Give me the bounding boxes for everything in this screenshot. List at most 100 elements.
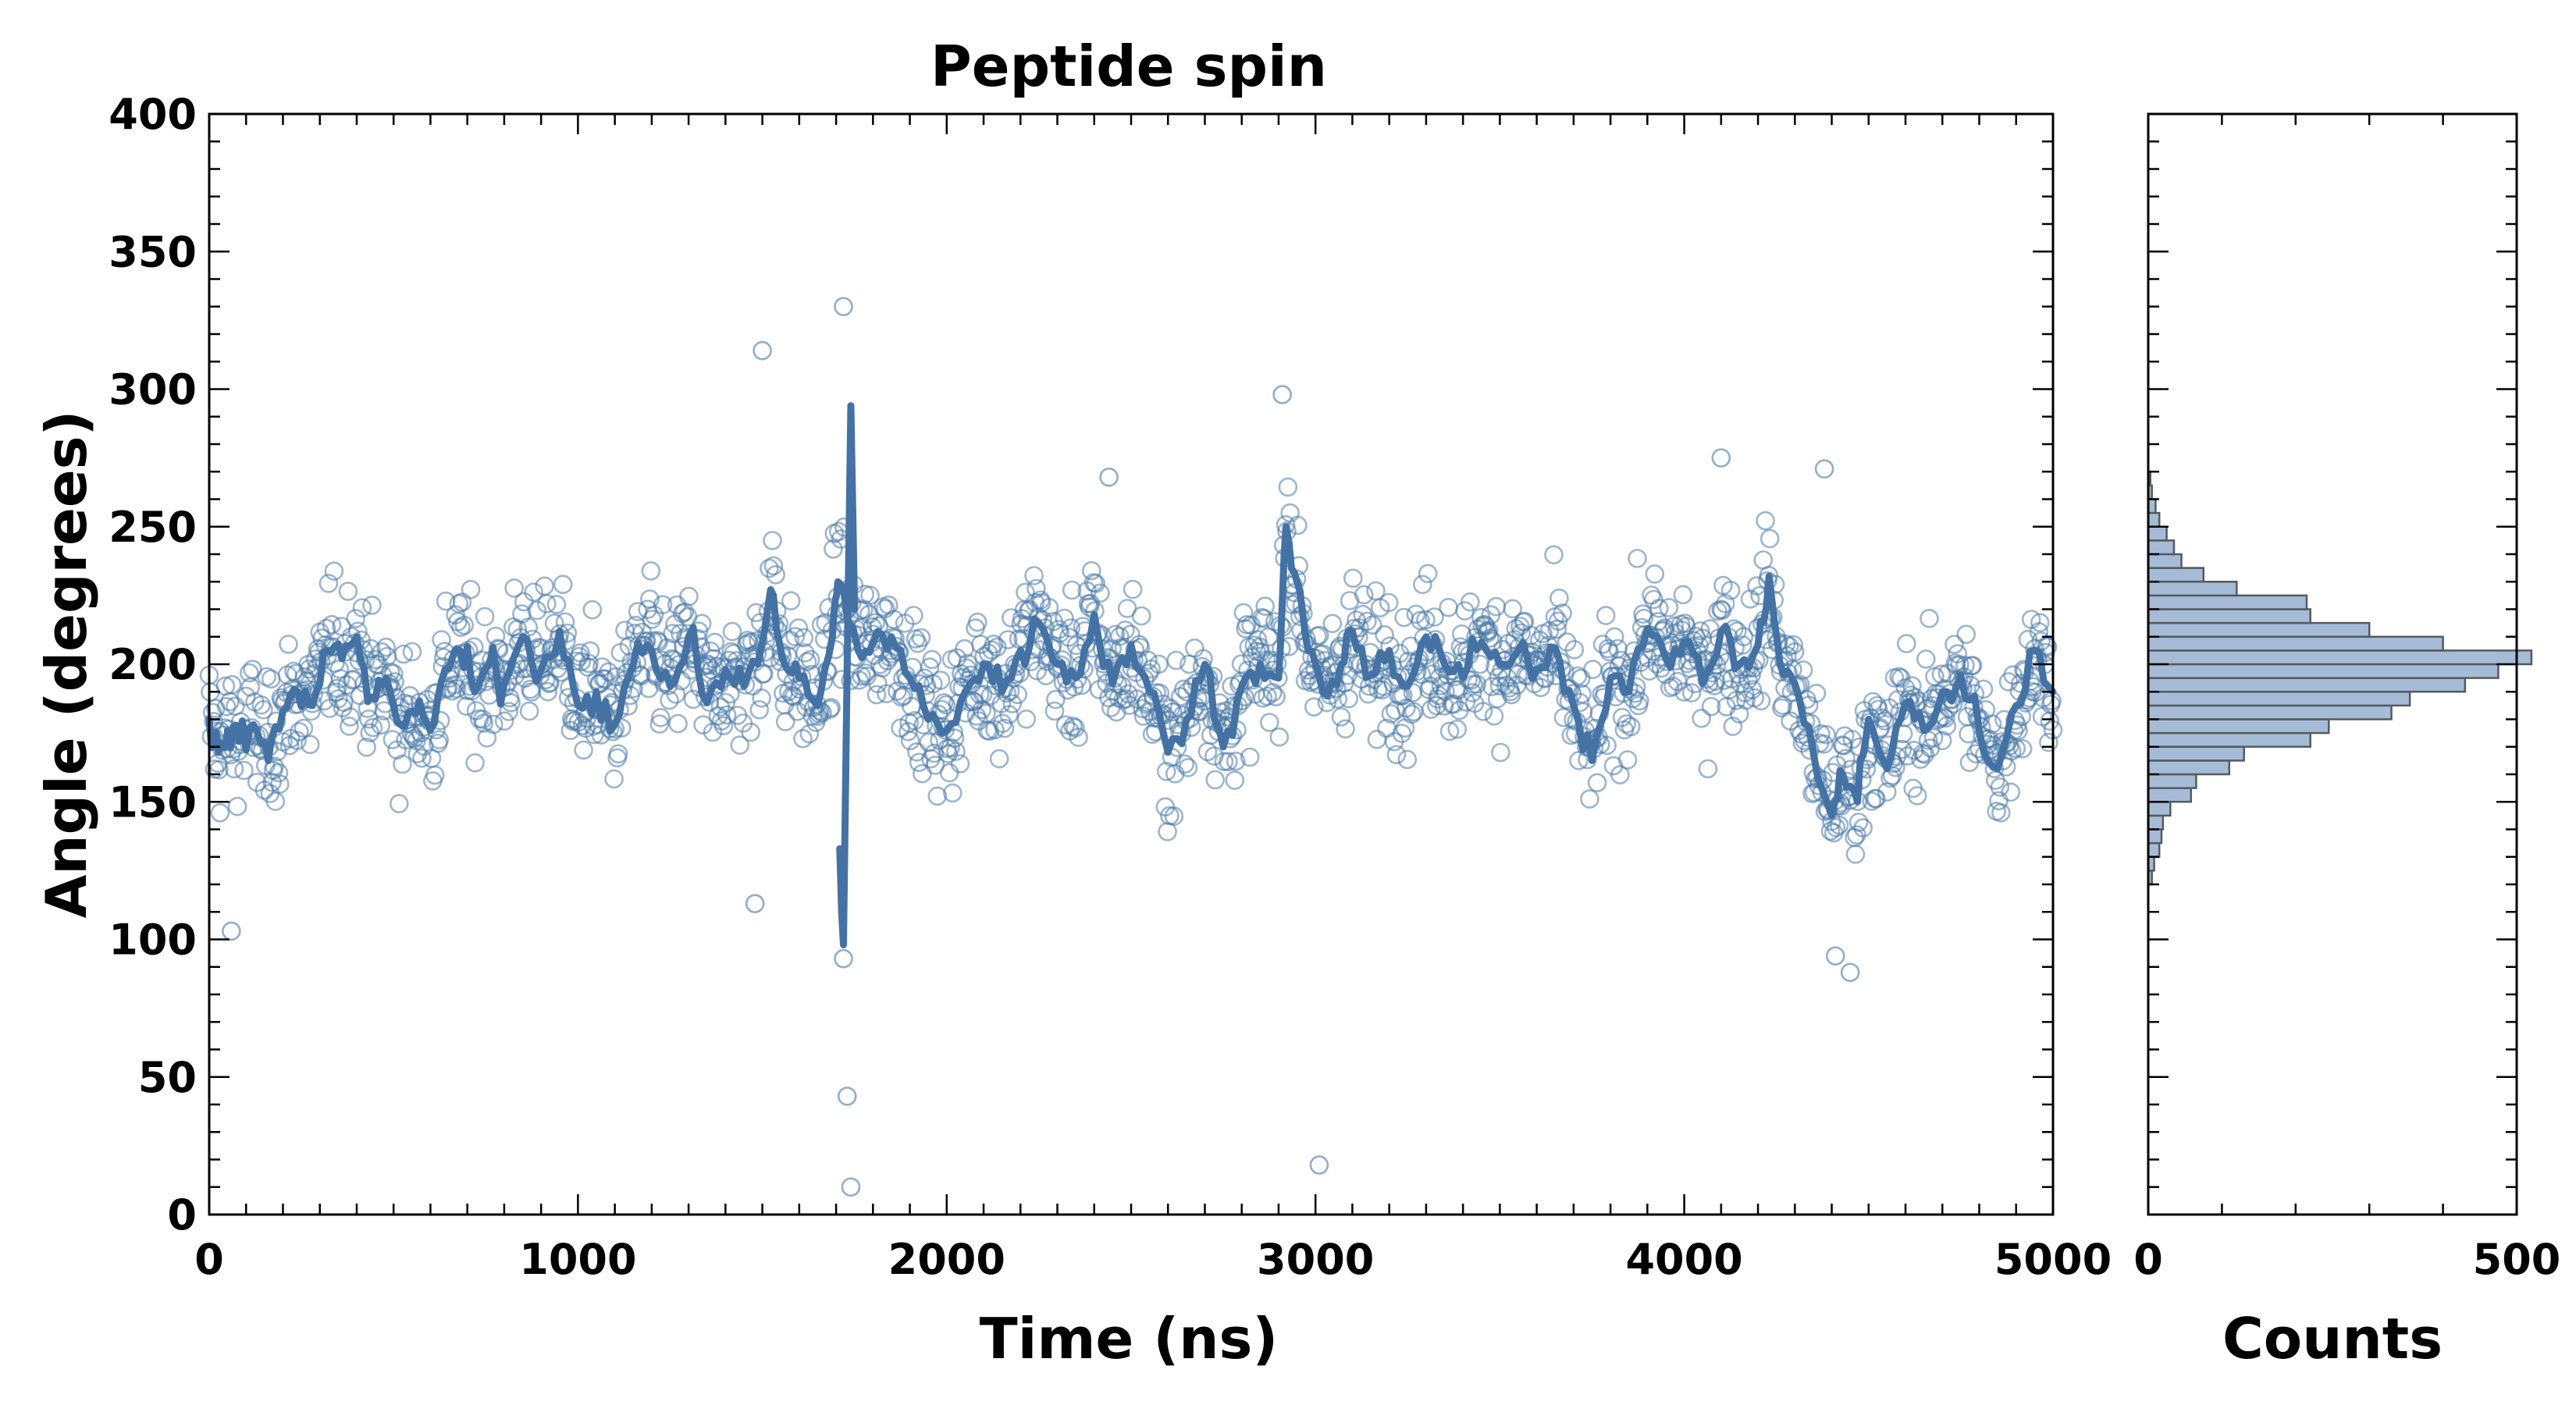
scatter-point [679, 586, 699, 606]
scatter-point [1163, 702, 1183, 722]
histogram-bar [2147, 594, 2308, 610]
scatter-point [1991, 803, 2011, 823]
scatter-point [1990, 777, 2010, 797]
scatter-point [1240, 747, 1260, 767]
scatter-point [1982, 714, 2002, 734]
scatter-point [1659, 598, 1679, 617]
scatter-point [930, 670, 951, 690]
scatter-point [730, 735, 750, 755]
histogram-bar [2147, 759, 2231, 776]
scatter-point [837, 1087, 857, 1106]
scatter-point [1720, 580, 1741, 600]
scatter-point [371, 715, 391, 735]
scatter-point [474, 713, 494, 733]
scatter-point [1848, 813, 1869, 832]
scatter-point [692, 614, 712, 634]
scatter-point [660, 690, 679, 710]
histogram-x-tick-label: 500 [2473, 1235, 2561, 1284]
scatter-point [1923, 727, 1944, 748]
scatter-point [1046, 689, 1066, 710]
scatter-point [240, 663, 259, 683]
y-tick-label: 250 [109, 503, 197, 552]
scatter-point [753, 340, 772, 361]
scatter-point [338, 582, 358, 601]
y-tick-labels: 0 50 100 150 200 250 300 350 400 [109, 90, 197, 1240]
main-plot: 0 1000 2000 3000 4000 5000 0 50 100 150 200 250 300… [109, 90, 2112, 1284]
scatter-point [1866, 788, 1886, 809]
scatter-point [1845, 845, 1866, 864]
scatter-point [1394, 607, 1414, 628]
scatter-point [973, 685, 993, 704]
histogram-bar [2147, 567, 2205, 583]
running-average-line [205, 523, 2057, 820]
scatter-point [1439, 597, 1458, 617]
scatter-point [705, 632, 725, 653]
scatter-point [553, 574, 573, 595]
scatter-point [1039, 597, 1059, 617]
scatter-point [989, 749, 1009, 769]
scatter-point [641, 561, 661, 581]
scatter-point [1596, 606, 1616, 625]
scatter-point [999, 705, 1019, 724]
scatter-point [797, 652, 817, 672]
scatter-point [934, 692, 954, 713]
scatter-point [936, 695, 956, 715]
scatter-point [1496, 675, 1516, 695]
scatter-point [785, 627, 806, 646]
scatter-point [1161, 699, 1180, 718]
scatter-point [1907, 786, 1927, 806]
scatter-point [1225, 770, 1245, 790]
scatter-point [329, 688, 348, 709]
scatter-point [265, 791, 286, 811]
scatter-point [504, 578, 525, 598]
histogram-bar [2147, 718, 2330, 735]
scatter-point [2039, 732, 2058, 752]
scatter-point [447, 679, 467, 699]
scatter-point [1397, 749, 1418, 770]
scatter-point [1931, 664, 1952, 685]
scatter-point [254, 699, 273, 720]
scatter-point [1491, 742, 1510, 763]
scatter-point [900, 731, 920, 751]
scatter-point [1255, 596, 1275, 617]
scatter-point [615, 621, 635, 640]
scatter-point [693, 715, 713, 735]
scatter-point [1461, 592, 1480, 612]
scatter-point [800, 649, 820, 670]
scatter-point [799, 724, 820, 744]
scatter-point [1610, 765, 1630, 785]
scatter-point [579, 653, 599, 674]
histogram-bar [2147, 828, 2163, 845]
scatter-point [519, 701, 539, 721]
scatter-point [716, 692, 736, 713]
scatter-point [290, 721, 309, 742]
scatter-point [1544, 545, 1564, 565]
x-tick-label: 5000 [1994, 1235, 2112, 1284]
scatter-point [779, 681, 799, 702]
histogram-bar [2147, 649, 2533, 666]
scatter-point [1690, 621, 1710, 641]
scatter-point [781, 591, 801, 611]
scatter-point [1260, 713, 1279, 732]
scatter-point [946, 742, 966, 761]
scatter-point [1280, 503, 1300, 523]
scatter-point [1339, 688, 1358, 709]
scatter-point [1816, 724, 1836, 745]
main-ticks [208, 112, 2055, 1216]
scatter-point [1473, 702, 1493, 721]
scatter-point [1956, 624, 1976, 645]
histogram-bars [2147, 470, 2533, 886]
scatter-point [1008, 685, 1027, 705]
scatter-point [210, 803, 230, 823]
scatter-point [1367, 729, 1387, 749]
scatter-point [1258, 686, 1277, 706]
scatter-point [1123, 579, 1143, 599]
x-axis-label: Time (ns) [980, 1306, 1279, 1371]
scatter-point [1164, 806, 1184, 826]
scatter-point [994, 718, 1015, 738]
scatter-point [1439, 721, 1460, 742]
histogram-bar [2147, 539, 2176, 556]
scatter-point [376, 637, 396, 657]
scatter-point [950, 754, 970, 774]
scatter-point [451, 617, 471, 637]
